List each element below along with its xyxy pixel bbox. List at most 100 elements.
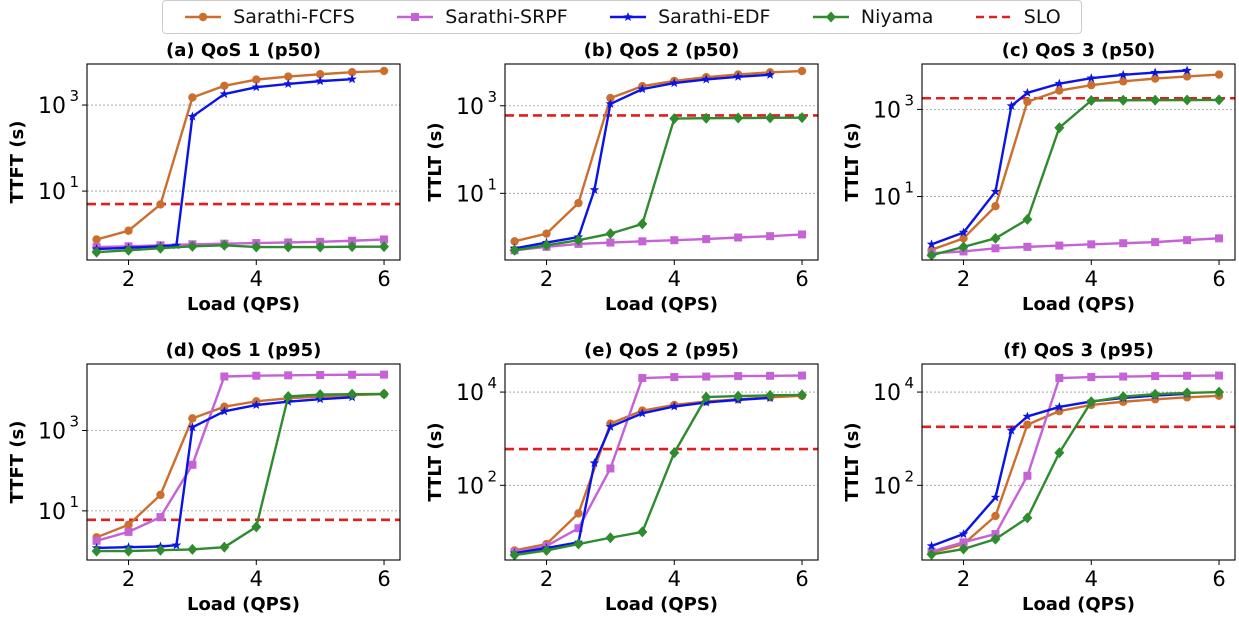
data-point xyxy=(1086,94,1097,106)
data-point xyxy=(765,69,775,79)
x-tick-label: 2 xyxy=(540,267,553,291)
data-point xyxy=(606,93,615,103)
y-tick-label: 10 xyxy=(873,381,901,406)
data-point xyxy=(766,371,775,380)
data-point xyxy=(1215,371,1224,380)
data-point xyxy=(1006,100,1017,110)
legend-marker xyxy=(623,12,633,22)
data-point xyxy=(605,421,616,431)
y-tick-label: 10 xyxy=(456,381,484,406)
y-tick-label: 10 xyxy=(38,94,66,119)
data-point xyxy=(251,400,262,410)
data-point xyxy=(171,540,182,550)
series-line xyxy=(514,116,803,252)
series-line xyxy=(931,390,1220,556)
data-point xyxy=(1214,386,1225,398)
y-tick-exponent: 4 xyxy=(904,374,914,392)
data-point xyxy=(798,371,807,380)
data-point xyxy=(1086,396,1097,408)
x-tick-label: 2 xyxy=(122,267,135,291)
legend-marker xyxy=(825,11,836,23)
plot-frame xyxy=(86,363,401,561)
x-axis-label: Load (QPS) xyxy=(187,294,300,315)
series-line xyxy=(514,393,803,557)
chart-title: (b) QoS 2 (p50) xyxy=(584,40,740,61)
data-point xyxy=(347,388,358,400)
data-point xyxy=(252,75,261,84)
chart-title: (a) QoS 1 (p50) xyxy=(166,40,321,61)
data-point xyxy=(589,458,600,468)
data-point xyxy=(171,240,182,250)
series-line xyxy=(514,69,803,243)
data-point xyxy=(605,532,616,544)
series-line xyxy=(514,374,803,554)
data-point xyxy=(926,540,937,551)
data-point xyxy=(990,232,1001,244)
data-point xyxy=(959,234,968,243)
data-point xyxy=(156,513,165,522)
data-point xyxy=(797,66,807,76)
data-point xyxy=(1022,87,1033,97)
data-point xyxy=(251,521,262,533)
data-point xyxy=(958,227,969,237)
data-point xyxy=(1151,372,1160,381)
data-point xyxy=(702,235,711,244)
series-line xyxy=(514,233,803,252)
series-line xyxy=(931,392,1188,548)
y-tick-label: 10 xyxy=(456,182,484,207)
data-point xyxy=(187,240,198,252)
data-point xyxy=(991,511,1000,521)
data-point xyxy=(124,520,133,530)
chart-panel: 2 4 610 110 3(c) QoS 3 (p50)Load (QPS)TTLT (… xyxy=(842,40,1236,315)
data-point xyxy=(958,529,969,539)
data-point xyxy=(766,232,775,241)
x-tick-label: 6 xyxy=(795,267,808,291)
data-point xyxy=(637,218,648,230)
chart-title: (f) QoS 3 (p95) xyxy=(1003,340,1154,361)
chart-title: (d) QoS 1 (p95) xyxy=(166,340,322,361)
chart-panel: 2 4 610 210 4(f) QoS 3 (p95)Load (QPS)TTLT (… xyxy=(842,340,1236,615)
legend-item: Niyama xyxy=(811,6,933,28)
data-point xyxy=(1183,371,1192,380)
data-point xyxy=(1150,67,1160,77)
x-axis-label: Load (QPS) xyxy=(1022,294,1135,315)
data-point xyxy=(798,230,807,239)
y-tick-exponent: 4 xyxy=(487,374,497,392)
y-tick-exponent: 1 xyxy=(69,173,79,191)
data-point xyxy=(379,388,390,400)
data-point xyxy=(92,536,101,545)
y-tick-exponent: 2 xyxy=(487,467,497,485)
data-point xyxy=(991,244,1000,253)
data-point xyxy=(220,372,229,381)
data-point xyxy=(1023,242,1032,251)
data-point xyxy=(958,543,969,555)
y-tick-exponent: 1 xyxy=(904,179,914,197)
data-point xyxy=(1150,388,1161,400)
legend-swatch xyxy=(812,11,849,23)
chart-title: (c) QoS 3 (p50) xyxy=(1002,40,1155,61)
data-point xyxy=(1150,94,1161,106)
data-point xyxy=(1055,86,1064,95)
legend-label: Sarathi-SRPF xyxy=(445,6,568,28)
data-point xyxy=(219,89,230,99)
x-tick-label: 2 xyxy=(540,567,553,591)
data-point xyxy=(348,370,357,379)
data-point xyxy=(1022,213,1033,225)
y-tick-label: 10 xyxy=(456,95,484,120)
x-tick-label: 6 xyxy=(1212,567,1225,591)
data-point xyxy=(380,235,389,244)
data-point xyxy=(573,538,584,550)
data-point xyxy=(156,200,165,209)
data-point xyxy=(156,490,165,500)
data-point xyxy=(1054,447,1065,459)
data-point xyxy=(1151,238,1160,247)
data-point xyxy=(574,524,583,533)
series-line xyxy=(514,394,803,552)
y-axis-label: TTLT (s) xyxy=(425,422,446,501)
series-line xyxy=(931,73,1220,251)
data-point xyxy=(1054,401,1065,411)
series-line xyxy=(931,69,1188,246)
series-line xyxy=(931,374,1220,553)
data-point xyxy=(605,98,616,109)
data-point xyxy=(348,236,357,245)
